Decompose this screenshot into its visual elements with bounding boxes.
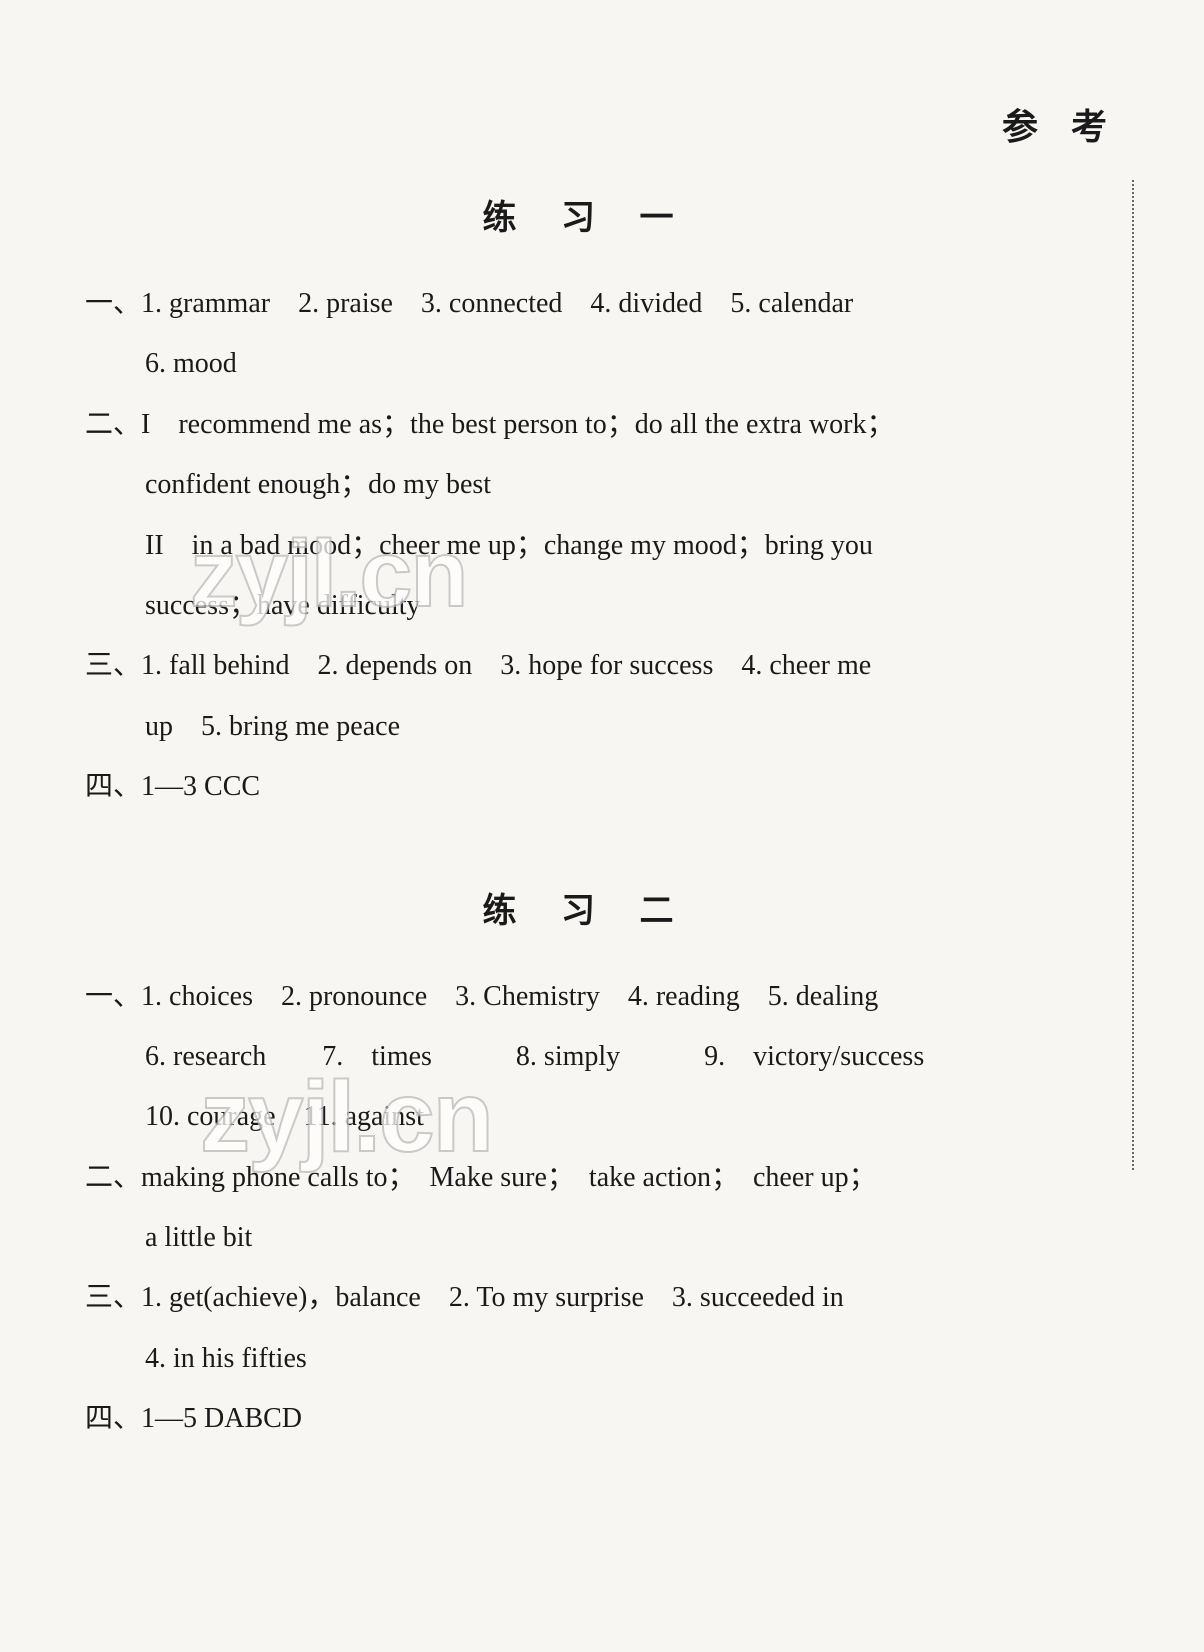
answer-text: II in a bad mood；cheer me up；change my m… bbox=[145, 530, 873, 561]
content-area: 练 习 一 一、1. grammar 2. praise 3. connecte… bbox=[85, 190, 1119, 1445]
answer-text: 1—5 DABCD bbox=[141, 1403, 302, 1434]
answer-text: 1. grammar 2. praise 3. connected 4. div… bbox=[141, 288, 853, 319]
exercise-title: 练 习 一 bbox=[85, 190, 1089, 239]
section-label: 三、 bbox=[85, 641, 141, 691]
section-label: 一、 bbox=[85, 972, 141, 1022]
answer-text: making phone calls to； Make sure； take a… bbox=[141, 1162, 877, 1193]
section-label: 二、 bbox=[85, 1153, 141, 1203]
answer-row: 三、1. fall behind 2. depends on 3. hope f… bbox=[85, 641, 1089, 691]
answer-text: 10. courage 11. against bbox=[145, 1101, 424, 1132]
answer-row: 三、1. get(achieve)，balance 2. To my surpr… bbox=[85, 1273, 1089, 1323]
answer-row: 二、making phone calls to； Make sure； take… bbox=[85, 1153, 1089, 1203]
answer-text: a little bit bbox=[145, 1222, 252, 1253]
section-label: 三、 bbox=[85, 1273, 141, 1323]
answer-text: 6. mood bbox=[145, 348, 237, 379]
answer-row: 10. courage 11. against bbox=[85, 1092, 1089, 1142]
answer-text: I recommend me as；the best person to；do … bbox=[141, 409, 894, 440]
page-divider bbox=[1132, 180, 1134, 1170]
answer-text: 1. choices 2. pronounce 3. Chemistry 4. … bbox=[141, 981, 878, 1012]
answer-row: 6. research 7. times 8. simply 9. victor… bbox=[85, 1032, 1089, 1082]
answer-text: 4. in his fifties bbox=[145, 1343, 307, 1374]
answer-text: 6. research 7. times 8. simply 9. victor… bbox=[145, 1041, 924, 1072]
section-label: 四、 bbox=[85, 762, 141, 812]
answer-text: success；have difficulty bbox=[145, 590, 421, 621]
answer-row: up 5. bring me peace bbox=[85, 702, 1089, 752]
answer-row: 二、I recommend me as；the best person to；d… bbox=[85, 400, 1089, 450]
section-label: 四、 bbox=[85, 1394, 141, 1444]
answer-text: confident enough；do my best bbox=[145, 469, 491, 500]
answer-row: a little bit bbox=[85, 1213, 1089, 1263]
answer-row: II in a bad mood；cheer me up；change my m… bbox=[85, 521, 1089, 571]
exercise-block-2: 练 习 二 一、1. choices 2. pronounce 3. Chemi… bbox=[85, 883, 1089, 1445]
page-header: 参 考 bbox=[1002, 98, 1119, 150]
answer-row: 4. in his fifties bbox=[85, 1334, 1089, 1384]
answer-row: confident enough；do my best bbox=[85, 460, 1089, 510]
section-label: 一、 bbox=[85, 279, 141, 329]
answer-text: up 5. bring me peace bbox=[145, 711, 400, 742]
answer-row: 四、1—3 CCC bbox=[85, 762, 1089, 812]
answer-row: 一、1. choices 2. pronounce 3. Chemistry 4… bbox=[85, 972, 1089, 1022]
exercise-title: 练 习 二 bbox=[85, 883, 1089, 932]
answer-text: 1. fall behind 2. depends on 3. hope for… bbox=[141, 650, 871, 681]
answer-text: 1—3 CCC bbox=[141, 771, 260, 802]
answer-row: 四、1—5 DABCD bbox=[85, 1394, 1089, 1444]
section-label: 二、 bbox=[85, 400, 141, 450]
answer-row: 6. mood bbox=[85, 339, 1089, 389]
answer-row: success；have difficulty bbox=[85, 581, 1089, 631]
answer-text: 1. get(achieve)，balance 2. To my surpris… bbox=[141, 1282, 844, 1313]
answer-row: 一、1. grammar 2. praise 3. connected 4. d… bbox=[85, 279, 1089, 329]
exercise-block-1: 练 习 一 一、1. grammar 2. praise 3. connecte… bbox=[85, 190, 1089, 813]
